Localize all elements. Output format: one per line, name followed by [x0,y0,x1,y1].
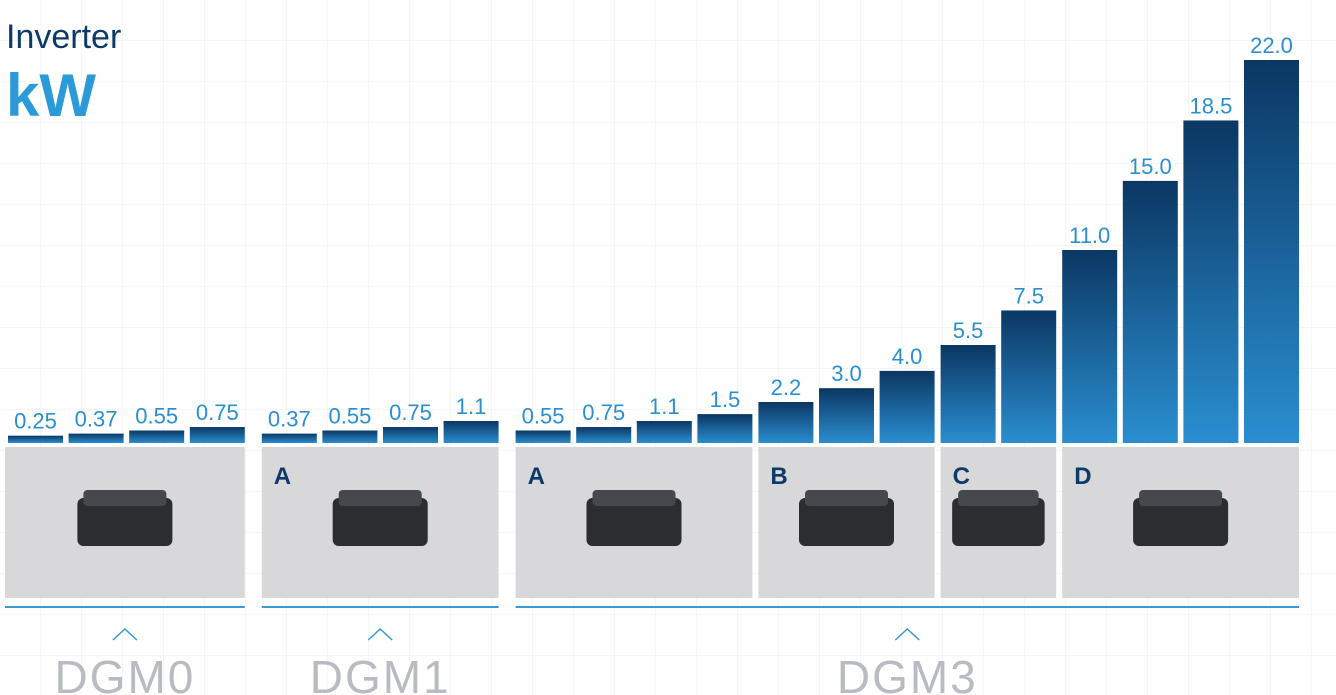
section-label: A [528,463,545,490]
group-label: DGM3 [837,651,978,695]
value-label: 1.1 [456,394,487,419]
value-label: 0.37 [268,407,311,432]
product-image-top [83,490,167,506]
bar [1062,250,1118,443]
value-label: 0.75 [389,400,432,425]
product-image-top [805,490,888,506]
value-label: 0.75 [196,400,239,425]
value-label: 22.0 [1250,33,1293,58]
bar [129,430,185,443]
value-label: 1.1 [649,394,680,419]
value-label: 15.0 [1129,154,1172,179]
value-label: 18.5 [1189,93,1232,118]
value-label: 0.37 [75,407,118,432]
value-label: 0.55 [522,404,565,429]
bar [879,370,935,443]
product-image [1133,498,1229,546]
bar [819,388,874,443]
section-label: B [770,463,787,490]
bar [1001,310,1057,443]
product-image-top [958,490,1039,506]
bar [443,421,499,443]
value-label: 11.0 [1069,223,1110,248]
value-label: 0.75 [582,400,625,425]
product-image [952,498,1045,546]
value-label: 0.25 [14,409,57,434]
value-label: 1.5 [710,387,741,412]
caret [112,627,138,641]
section-label: D [1074,463,1091,490]
bar [261,433,317,443]
bar [322,430,378,443]
value-label: 4.0 [892,344,923,369]
bar [189,427,245,443]
value-label: 0.55 [135,404,178,429]
section-label: A [274,463,291,490]
value-label: 2.2 [771,375,802,400]
product-image-top [592,490,676,506]
group-label: DGM0 [54,651,195,695]
value-label: 0.55 [328,404,371,429]
caret [367,627,393,641]
chart-title: Inverter [6,18,121,56]
bar [576,427,632,443]
section-label: C [953,463,970,490]
bar [940,345,996,443]
bar [697,414,753,443]
bar [68,433,124,443]
bar [8,435,63,443]
product-image-top [338,490,422,506]
unit-label: kW [6,62,96,129]
bar [1244,60,1299,443]
product-image-top [1139,490,1223,506]
bar [1183,120,1239,444]
product-image [332,498,428,546]
product-image [586,498,682,546]
bar [383,427,438,443]
bar [515,430,571,443]
bar [1122,180,1178,443]
value-label: 3.0 [831,361,862,386]
value-label: 7.5 [1013,283,1044,308]
bar [758,402,814,443]
caret [894,627,920,641]
product-image [799,498,894,546]
bar [636,421,692,443]
product-image [77,498,173,546]
group-label: DGM1 [310,651,451,695]
value-label: 5.5 [953,318,984,343]
